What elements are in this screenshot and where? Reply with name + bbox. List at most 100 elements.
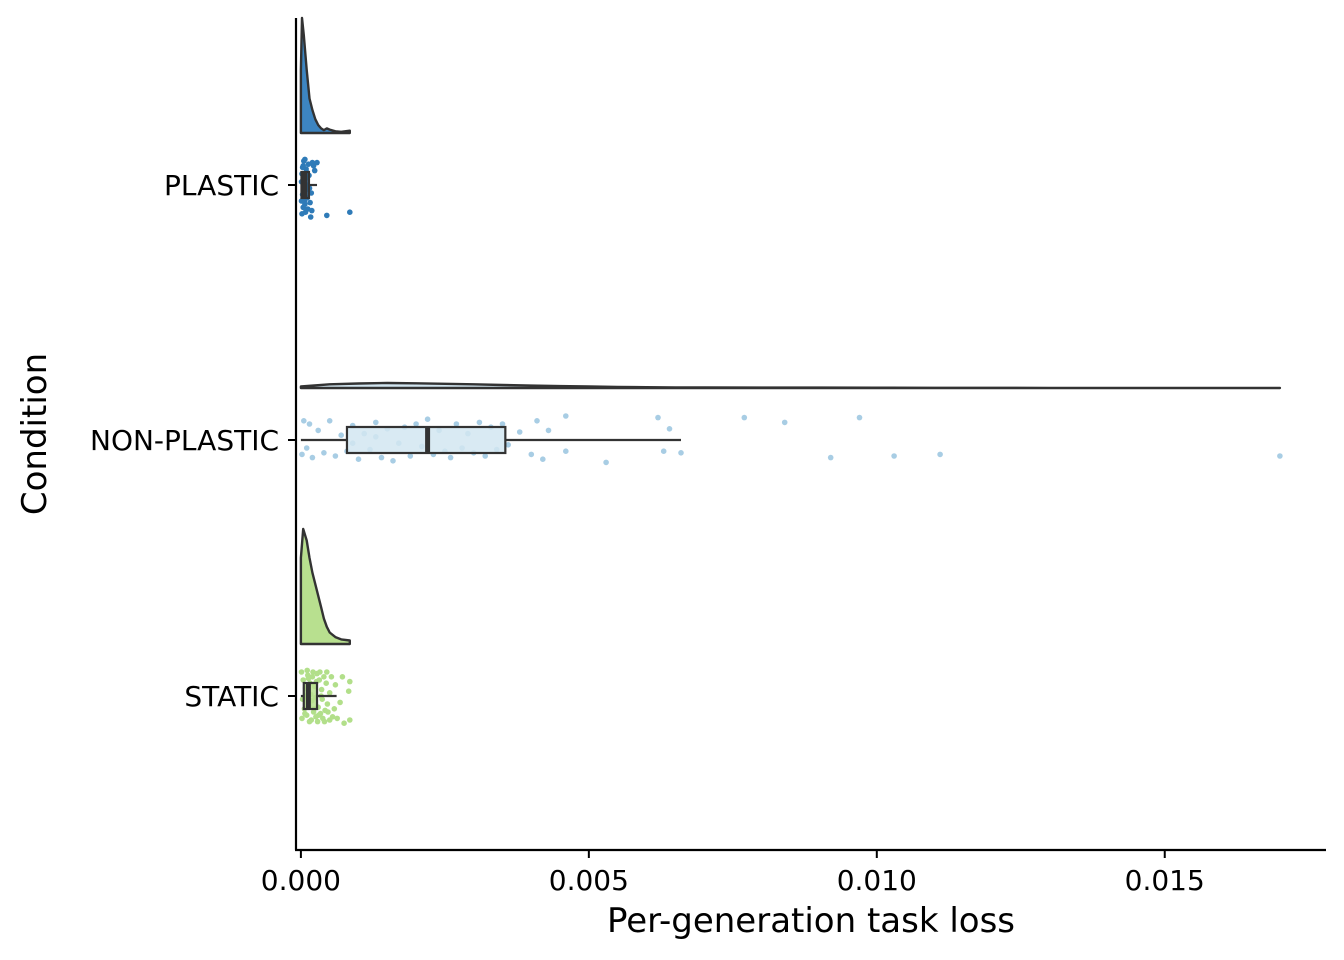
data-point (310, 669, 316, 675)
data-point (499, 421, 506, 427)
data-point (339, 674, 346, 680)
data-point (303, 445, 310, 451)
data-point (306, 718, 313, 725)
y-axis-ticks: PLASTIC NON-PLASTIC STATIC (90, 169, 296, 713)
y-tick-label: PLASTIC (164, 169, 279, 202)
series-non-plastic (299, 381, 1283, 466)
data-point (655, 414, 661, 421)
data-point (305, 675, 312, 682)
data-point (666, 426, 673, 432)
data-point (516, 429, 523, 435)
data-point (563, 448, 569, 455)
data-point (334, 715, 341, 722)
data-point (300, 677, 307, 683)
data-point (314, 159, 320, 166)
data-point (332, 682, 339, 688)
series-plastic (298, 16, 353, 220)
data-point (338, 432, 345, 439)
data-point (318, 686, 325, 693)
data-point (413, 421, 419, 427)
data-point (453, 421, 460, 427)
y-axis-title: Condition (15, 353, 55, 515)
data-point (321, 450, 327, 456)
y-tick-label: STATIC (184, 680, 279, 713)
data-point (345, 688, 352, 694)
data-point (302, 710, 308, 717)
data-point (476, 419, 483, 426)
x-tick-label: 0.005 (549, 864, 629, 897)
data-point (300, 204, 307, 211)
data-point (311, 167, 318, 174)
data-point (856, 414, 863, 421)
data-point (304, 667, 311, 674)
data-point (407, 453, 414, 459)
data-point (328, 674, 335, 680)
data-point (314, 718, 321, 725)
density-cloud (299, 527, 351, 646)
data-point (482, 453, 489, 459)
data-point (307, 199, 313, 206)
data-point (323, 680, 330, 686)
x-tick-label: 0.010 (837, 864, 917, 897)
data-point (306, 421, 313, 427)
data-point (321, 674, 327, 680)
data-point (373, 419, 379, 426)
data-point (301, 418, 307, 424)
data-point (347, 209, 353, 215)
chart-marks (298, 16, 1283, 726)
data-point (302, 209, 309, 215)
data-point (302, 156, 308, 163)
data-point (307, 214, 314, 220)
data-point (678, 450, 684, 456)
data-point (355, 456, 362, 463)
data-point (298, 198, 305, 204)
x-tick-label: 0.015 (1125, 864, 1205, 897)
data-point (540, 456, 546, 463)
data-point (321, 718, 328, 725)
data-point (545, 427, 552, 434)
data-point (390, 458, 396, 464)
data-point (447, 454, 454, 461)
data-point (324, 701, 331, 707)
data-point (298, 669, 305, 675)
data-point (299, 451, 305, 458)
data-point (309, 454, 316, 461)
y-tick-label: NON-PLASTIC (90, 424, 279, 457)
data-point (325, 709, 331, 715)
data-point (332, 453, 339, 459)
data-point (331, 706, 338, 712)
data-point (324, 212, 330, 219)
data-point (299, 715, 305, 722)
data-point (528, 451, 535, 458)
data-point (326, 418, 333, 424)
data-point (563, 413, 569, 419)
data-point (309, 207, 315, 214)
data-point (937, 451, 943, 458)
data-point (1277, 453, 1283, 459)
density-cloud (299, 381, 1282, 390)
data-point (505, 442, 512, 448)
x-tick-label: 0.000 (261, 864, 341, 897)
data-point (378, 454, 385, 461)
data-point (324, 669, 330, 675)
data-point (347, 678, 353, 685)
density-cloud (299, 16, 351, 135)
data-point (299, 164, 306, 171)
data-point (347, 717, 353, 723)
data-point (660, 448, 667, 455)
data-point (337, 699, 343, 706)
data-point (781, 419, 788, 426)
data-point (603, 459, 609, 466)
data-point (827, 454, 834, 461)
data-point (424, 416, 431, 423)
data-point (315, 712, 322, 718)
data-point (326, 717, 333, 723)
data-point (534, 418, 540, 424)
data-point (315, 427, 322, 434)
data-point (326, 690, 333, 696)
data-point (741, 414, 748, 421)
series-static (298, 527, 353, 726)
data-point (891, 453, 897, 459)
x-axis-title: Per-generation task loss (607, 901, 1015, 941)
